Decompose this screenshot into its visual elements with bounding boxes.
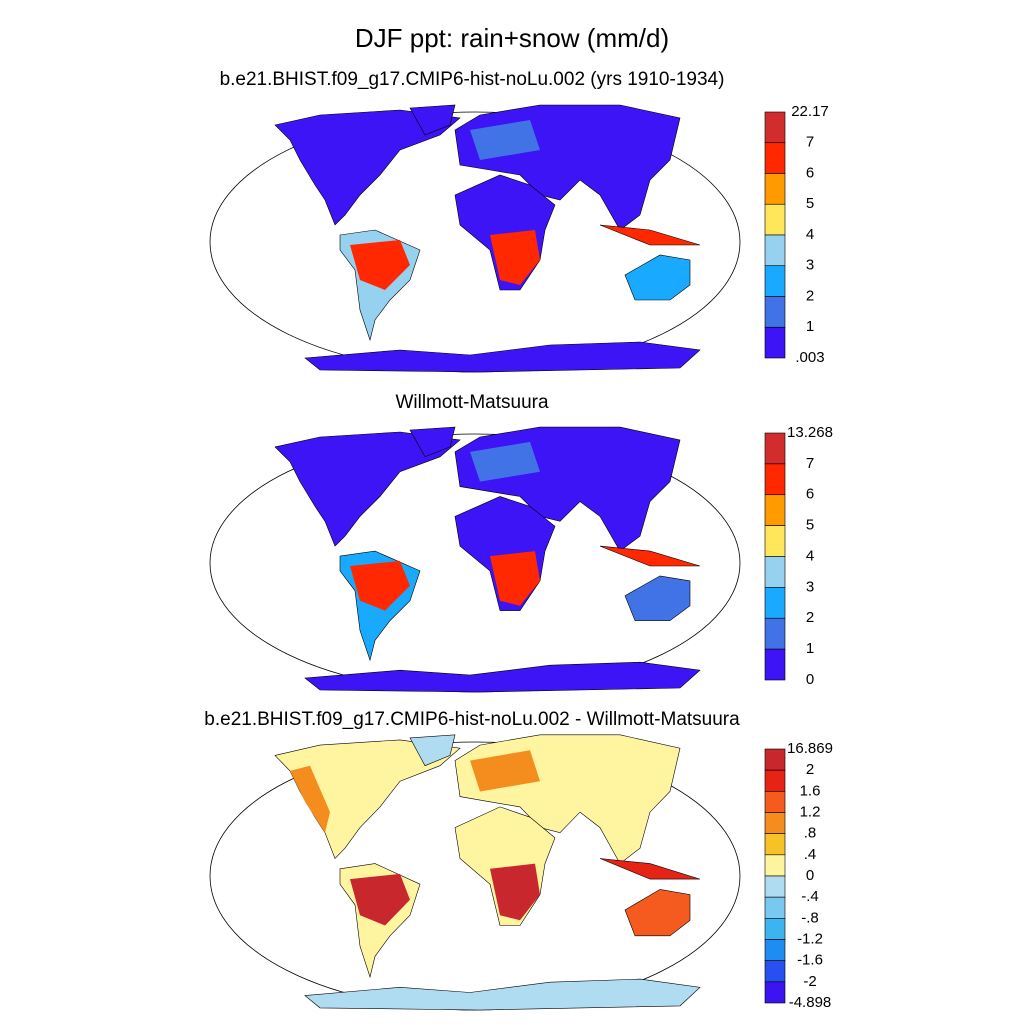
colorbar-label: 1 [806, 318, 814, 335]
colorbar-box [764, 833, 786, 856]
land-region [470, 750, 540, 792]
colorbar-label: 22.17 [791, 103, 829, 120]
colorbar-box [764, 432, 786, 465]
colorbar-label: 4 [806, 226, 814, 243]
colorbar-label: 6 [806, 486, 814, 503]
colorbar-label: .4 [804, 846, 817, 863]
land-region [409, 426, 456, 458]
land-region [470, 120, 540, 160]
land-region [599, 224, 701, 246]
colorbar-box [764, 791, 786, 813]
colorbar-box [764, 556, 786, 588]
land-region [304, 341, 701, 373]
colorbar-label: 3 [806, 578, 814, 595]
land-region [599, 545, 701, 567]
colorbar-box [764, 265, 786, 297]
colorbar-label: -.8 [801, 909, 819, 926]
figure-title: DJF ppt: rain+snow (mm/d) [355, 23, 669, 53]
colorbar-box [764, 617, 786, 650]
land-region [470, 441, 540, 482]
colorbar-label: -.4 [801, 888, 819, 905]
colorbar-box [764, 173, 786, 205]
land-region [409, 104, 456, 136]
colorbar-label: 0 [806, 671, 814, 688]
land-region [350, 561, 410, 611]
colorbar-label: -2 [803, 973, 816, 990]
colorbar-label: 1.2 [800, 803, 821, 820]
colorbar-label: 16.869 [787, 740, 833, 757]
colorbar-box [764, 896, 786, 919]
land-region [624, 575, 691, 621]
colorbar-box [764, 326, 786, 359]
panel-title: Willmott-Matsuura [395, 392, 549, 413]
colorbar-box [764, 234, 786, 267]
colorbar-box [764, 960, 786, 983]
colorbar-box [764, 203, 786, 236]
colorbar-label: 0 [806, 867, 814, 884]
colorbar-label: -4.898 [789, 994, 832, 1011]
colorbar-label: .003 [795, 349, 824, 366]
colorbar-box [764, 981, 786, 1004]
colorbar-box [764, 918, 786, 940]
land-region [490, 863, 540, 921]
colorbar-label: 7 [806, 134, 814, 151]
land-region [409, 734, 456, 767]
land-region [290, 765, 330, 833]
colorbar-label: 1 [806, 640, 814, 657]
colorbar-box [764, 769, 786, 792]
colorbar-label: 4 [806, 547, 814, 564]
colorbar-box [764, 296, 786, 328]
colorbar-box [764, 111, 786, 144]
colorbar-label: -1.2 [797, 930, 823, 947]
land-region [490, 551, 540, 606]
colorbar-box [764, 142, 786, 174]
colorbar-label: 3 [806, 257, 814, 274]
colorbar-box [764, 854, 786, 877]
colorbar-label: 13.268 [787, 424, 833, 441]
colorbar-box [764, 463, 786, 496]
colorbar-box [764, 939, 786, 961]
land-region [350, 873, 410, 926]
colorbar-label: .8 [804, 825, 817, 842]
colorbar-label: -1.6 [797, 952, 823, 969]
land-region [350, 240, 410, 290]
panel-title: b.e21.BHIST.f09_g17.CMIP6-hist-noLu.002 … [220, 69, 725, 90]
colorbar-box [764, 587, 786, 619]
land-region [599, 858, 701, 880]
colorbar-box [764, 525, 786, 557]
colorbar-label: 5 [806, 517, 814, 534]
colorbar-label: 2 [806, 761, 814, 778]
land-region [624, 254, 691, 301]
colorbar-label: 6 [806, 164, 814, 181]
colorbar-box [764, 875, 786, 898]
land-region [304, 978, 701, 1011]
colorbar-label: 5 [806, 195, 814, 212]
land-region [490, 230, 540, 285]
colorbar-box [764, 812, 786, 834]
colorbar-label: 2 [806, 287, 814, 304]
colorbar-box [764, 494, 786, 526]
colorbar-box [764, 648, 786, 681]
colorbar-label: 2 [806, 609, 814, 626]
colorbar-box [764, 748, 786, 771]
panel-title: b.e21.BHIST.f09_g17.CMIP6-hist-noLu.002 … [204, 709, 740, 730]
land-region [304, 661, 701, 693]
colorbar-label: 1.6 [800, 782, 821, 799]
colorbar-label: 7 [806, 455, 814, 472]
land-region [624, 889, 691, 937]
